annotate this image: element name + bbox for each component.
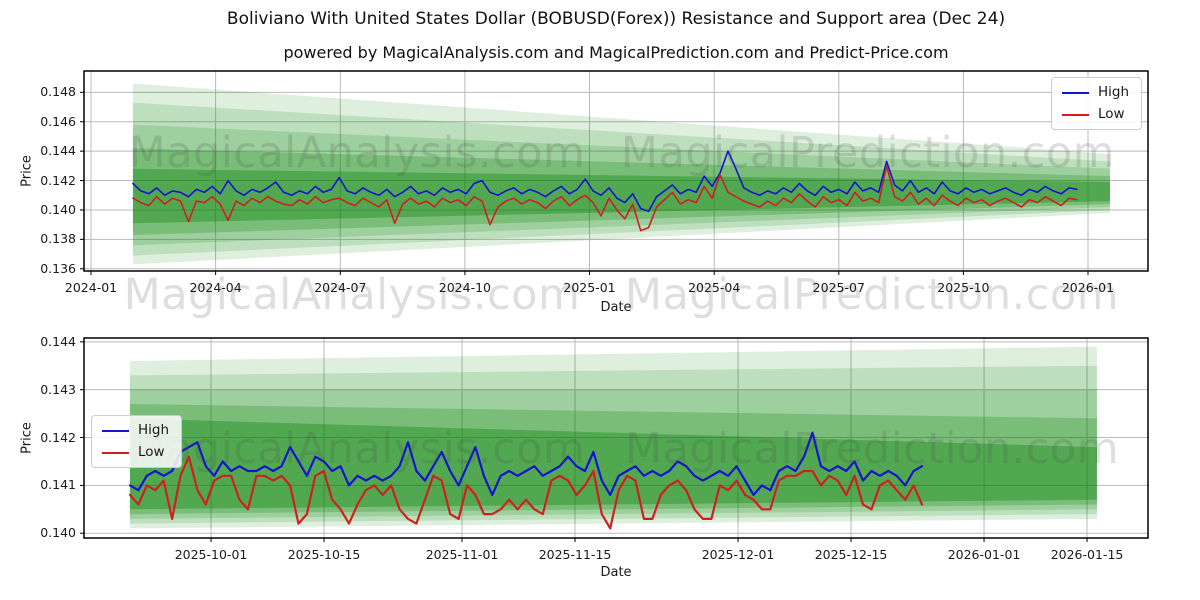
x-tick-label: 2025-10-15 [287, 547, 361, 562]
legend-item-low: Low [102, 445, 169, 460]
legend-label: Low [138, 444, 165, 460]
figure-subtitle: powered by MagicalAnalysis.com and Magic… [283, 43, 949, 62]
y-tick-label: 0.148 [40, 84, 76, 100]
y-tick-label: 0.140 [40, 201, 76, 217]
x-tick-label: 2025-11-15 [538, 547, 612, 562]
legend: High Low [91, 415, 183, 468]
y-tick-label: 0.142 [40, 429, 76, 445]
x-tick-label: 2024-01 [64, 280, 118, 295]
legend-label: High [138, 422, 170, 438]
x-tick-label: 2025-01 [563, 280, 616, 295]
y-tick-label: 0.142 [40, 172, 76, 188]
x-tick-label: 2025-04 [688, 280, 741, 295]
y-tick-label: 0.144 [40, 143, 76, 159]
y-tick-label: 0.144 [40, 333, 76, 349]
high-line-swatch [1061, 91, 1089, 94]
legend-label: High [1097, 84, 1129, 100]
x-tick-label: 2024-10 [438, 280, 492, 295]
figure-title: Boliviano With United States Dollar (BOB… [226, 9, 1006, 29]
low-line [132, 165, 1078, 232]
x-tick-label: 2026-01-15 [1050, 547, 1124, 562]
high-line-swatch [102, 429, 129, 432]
x-tick-label: 2025-11-01 [425, 547, 499, 562]
legend-label: Low [1097, 106, 1125, 122]
y-tick-label: 0.138 [40, 231, 76, 247]
x-tick-label: 2026-01 [1061, 280, 1115, 295]
legend-item-high: High [1061, 84, 1129, 100]
low-line-swatch [1061, 113, 1089, 116]
x-tick-label: 2025-10-01 [174, 547, 248, 562]
low-line [128, 455, 924, 530]
y-tick-label: 0.140 [40, 525, 76, 541]
support-resistance-band [132, 83, 1111, 265]
x-tick-label: 2025-12-15 [814, 547, 888, 562]
y-tick-label: 0.143 [40, 381, 76, 397]
x-tick-label: 2025-12-01 [701, 547, 775, 562]
y-tick-label: 0.136 [40, 260, 76, 276]
support-resistance-band [132, 102, 1111, 256]
support-resistance-band [132, 168, 1111, 224]
axes-spine [83, 70, 1149, 272]
x-tick-label: 2024-07 [314, 280, 367, 295]
legend-item-high: High [102, 423, 169, 438]
legend: High Low [1050, 77, 1142, 130]
x-tick-label: 2026-01-01 [947, 547, 1021, 562]
low-line-swatch [102, 451, 129, 454]
y-tick-label: 0.141 [40, 477, 76, 493]
x-axis-label-date: Date [600, 300, 632, 315]
x-tick-label: 2025-07 [812, 280, 865, 295]
high-line [132, 150, 1078, 213]
x-tick-label: 2025-10 [937, 280, 990, 295]
support-resistance-band [129, 365, 1097, 524]
support-resistance-band [129, 346, 1097, 529]
y-tick-label: 0.146 [40, 113, 76, 129]
support-resistance-band [132, 124, 1111, 246]
legend-item-low: Low [1061, 106, 1129, 122]
x-axis-label-date: Date [600, 565, 632, 580]
high-line [128, 431, 924, 496]
support-resistance-band [132, 148, 1111, 235]
x-tick-label: 2024-04 [189, 280, 242, 295]
